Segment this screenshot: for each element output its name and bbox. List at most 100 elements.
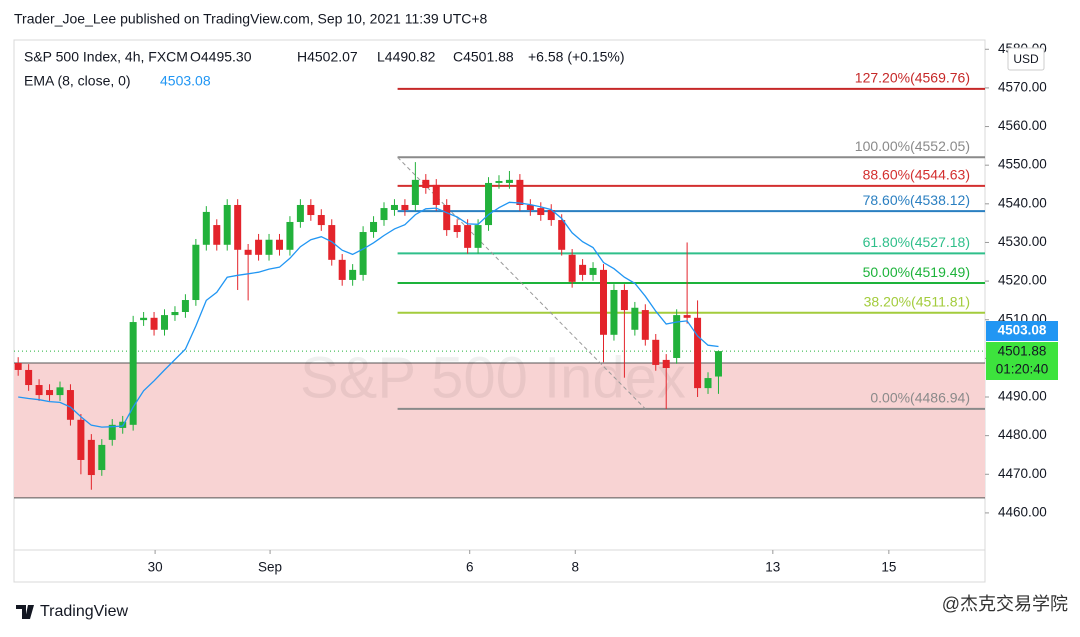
candle-body: [338, 259, 346, 280]
candle-body: [296, 204, 304, 222]
y-tick-label: 4520.00: [998, 273, 1047, 288]
candle-body: [401, 204, 409, 210]
last-price-box: [986, 342, 1058, 380]
candle-body: [464, 225, 472, 248]
candle-body: [610, 289, 618, 335]
candle-body: [46, 390, 54, 396]
legend-change: +6.58 (+0.15%): [528, 49, 625, 65]
candle-body: [56, 387, 64, 396]
legend-ohlc: C4501.88: [453, 49, 514, 65]
fib-label: 61.80%(4527.18): [863, 234, 970, 250]
fib-label: 88.60%(4544.63): [863, 167, 970, 183]
candle-body: [589, 267, 597, 275]
legend-ohlc: H4502.07: [297, 49, 358, 65]
candle-body: [150, 317, 158, 330]
candle-body: [234, 204, 242, 250]
candle-body: [485, 182, 493, 226]
x-tick-label: Sep: [258, 560, 282, 575]
candle-body: [171, 312, 179, 316]
ema-line: [18, 201, 719, 428]
ema-price-box: [986, 321, 1058, 341]
candle-body: [202, 211, 210, 245]
candle-body: [714, 351, 722, 377]
x-tick-label: 30: [148, 560, 163, 575]
candle-body: [505, 179, 513, 183]
y-tick-label: 4460.00: [998, 504, 1047, 519]
candle-body: [25, 369, 33, 386]
candle-body: [286, 221, 294, 250]
candle-body: [35, 385, 43, 396]
source-watermark: @杰克交易学院: [942, 594, 1068, 614]
y-tick-label: 4560.00: [998, 118, 1047, 133]
candle-body: [98, 444, 106, 471]
candle-body: [307, 204, 315, 216]
candle-body: [140, 317, 148, 321]
candle-body: [537, 208, 545, 216]
last-price-label: 4501.88: [998, 344, 1047, 359]
candle-body: [694, 317, 702, 389]
candle-body: [129, 322, 137, 425]
candle-body: [516, 179, 524, 205]
candle-body: [390, 204, 398, 210]
fib-label: 0.00%(4486.94): [870, 390, 970, 406]
candle-body: [526, 204, 534, 210]
y-tick-label: 4490.00: [998, 389, 1047, 404]
x-tick-label: 15: [881, 560, 896, 575]
candle-body: [652, 339, 660, 365]
x-tick-label: 6: [466, 560, 474, 575]
candle-body: [683, 315, 691, 318]
candle-body: [265, 239, 273, 255]
candle-body: [275, 239, 283, 250]
candle-body: [704, 378, 712, 389]
candle-body: [223, 204, 231, 245]
price-zone: [14, 363, 985, 498]
fib-label: 50.00%(4519.49): [863, 264, 970, 280]
candle-body: [380, 208, 388, 221]
y-tick-label: 4540.00: [998, 195, 1047, 210]
candle-body: [631, 307, 639, 330]
candle-body: [213, 225, 221, 245]
candle-body: [255, 239, 263, 255]
y-tick-label: 4550.00: [998, 157, 1047, 172]
currency-box: [1007, 47, 1045, 71]
candle-body: [359, 232, 367, 275]
y-tick-label: 4470.00: [998, 466, 1047, 481]
candle-body: [641, 310, 649, 340]
tv-logo-text: TradingView: [40, 603, 128, 620]
candle-body: [161, 315, 169, 330]
countdown-label: 01:20:40: [996, 362, 1049, 377]
candle-body: [192, 244, 200, 301]
symbol-watermark: S&P 500 Index: [300, 345, 686, 410]
ema-price-label: 4503.08: [998, 323, 1047, 338]
candle-body: [453, 225, 461, 233]
legend-ema-value: 4503.08: [160, 73, 211, 89]
candle-body: [370, 221, 378, 233]
candle-body: [620, 289, 628, 311]
candle-body: [495, 181, 503, 183]
candle-body: [568, 254, 576, 282]
candle-body: [77, 419, 85, 460]
candle-body: [244, 249, 252, 255]
candle-body: [547, 210, 555, 221]
x-tick-label: 13: [765, 560, 780, 575]
legend-ema-name: EMA (8, close, 0): [24, 73, 131, 89]
legend-ohlc: L4490.82: [377, 49, 436, 65]
candle-body: [14, 363, 22, 370]
candle-body: [673, 315, 681, 358]
candle-body: [87, 439, 95, 476]
x-tick-label: 8: [572, 560, 580, 575]
candle-body: [474, 225, 482, 248]
candle-body: [411, 179, 419, 205]
currency-label: USD: [1013, 52, 1039, 66]
fib-label: 127.20%(4569.76): [855, 70, 970, 86]
candle-body: [599, 269, 607, 335]
candle-body: [662, 359, 670, 369]
candle-body: [108, 424, 116, 440]
candle-body: [422, 179, 430, 188]
fib-label: 38.20%(4511.81): [864, 293, 970, 309]
candle-body: [317, 215, 325, 226]
chart-frame: [13, 39, 986, 583]
fib-label: 100.00%(4552.05): [855, 138, 970, 154]
